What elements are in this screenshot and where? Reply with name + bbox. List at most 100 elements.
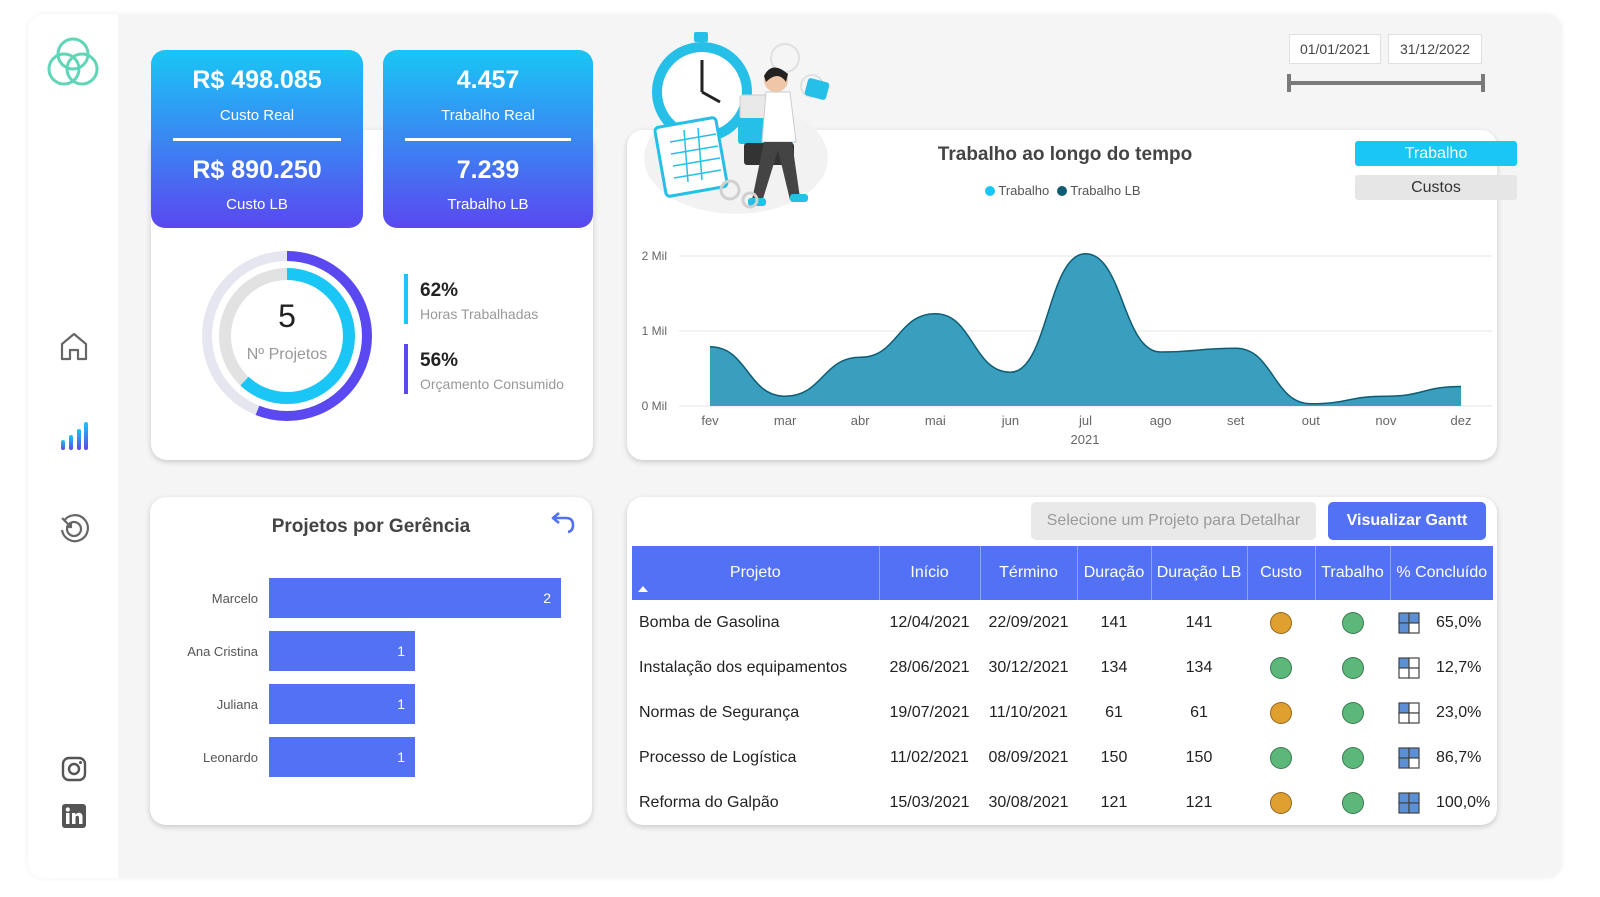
stat-label: Orçamento Consumido [420, 376, 564, 392]
bar-value-label: 2 [543, 590, 551, 606]
progress-cell [1398, 656, 1410, 669]
cell-duracao: 61 [1105, 703, 1123, 721]
col-duracao[interactable]: Duração [1077, 546, 1152, 600]
legend-label: Trabalho LB [1070, 183, 1141, 198]
cell-concluido: 23,0% [1390, 690, 1493, 735]
col-duracao-lb[interactable]: Duração LB [1151, 546, 1248, 600]
y-tick-label: 2 Mil [642, 249, 667, 263]
table-row[interactable]: Reforma do Galpão 15/03/2021 30/08/2021 121… [632, 780, 1493, 825]
cell-trabalho [1315, 735, 1390, 780]
trabalho-status-icon [1341, 746, 1364, 769]
col-concluido[interactable]: % Concluído [1390, 546, 1493, 600]
table-header-row: Projeto Início Término Duração Duração L… [632, 546, 1493, 600]
progress-cell [1408, 656, 1420, 669]
col-custo[interactable]: Custo [1247, 546, 1316, 600]
bar [269, 578, 561, 618]
progress-grid-icon [1398, 656, 1420, 679]
cell-inicio: 12/04/2021 [889, 613, 970, 631]
manager-bar-chart: Marcelo 2 Ana Cristina 1 Juliana 1 Leonardo 1 [187, 578, 561, 777]
slider-end-handle [1481, 74, 1485, 92]
table-row[interactable]: Instalação dos equipamentos 28/06/2021 30/… [632, 645, 1493, 690]
cell-trabalho [1315, 600, 1390, 645]
gantt-button[interactable]: Visualizar Gantt [1328, 502, 1486, 540]
time-chart-legend: Trabalho Trabalho LB [985, 183, 1141, 198]
col-inicio[interactable]: Início [879, 546, 981, 600]
table-row[interactable]: Processo de Logística 11/02/2021 08/09/202… [632, 735, 1493, 780]
cell-projeto: Processo de Logística [639, 748, 797, 766]
cell-termino: 08/09/2021 [988, 748, 1069, 766]
progress-cell [1398, 666, 1410, 679]
x-tick-label: mar [774, 413, 797, 428]
chart-icon[interactable] [58, 420, 90, 452]
x-tick-label: set [1227, 413, 1245, 428]
cell-duracao-lb: 150 [1185, 748, 1213, 766]
col-trabalho[interactable]: Trabalho [1315, 546, 1391, 600]
projects-donut [202, 251, 372, 421]
project-detail-button[interactable]: Selecione um Projeto para Detalhar [1031, 502, 1316, 540]
logo-icon[interactable] [46, 36, 100, 90]
progress-cell [1398, 801, 1410, 814]
trabalho-kpi-card: 4.457 Trabalho Real 7.239 Trabalho LB [383, 50, 593, 228]
concluido-value: 100,0% [1436, 793, 1491, 811]
custo-real-label: Custo Real [219, 107, 295, 124]
x-tick-label: fev [701, 413, 719, 428]
custo-status-icon [1270, 791, 1292, 814]
time-icon[interactable] [58, 512, 90, 544]
cell-concluido: 86,7% [1390, 735, 1493, 780]
progress-cell [1408, 611, 1420, 624]
progress-cell [1398, 756, 1410, 769]
trabalho-status-icon [1341, 701, 1364, 724]
cell-duracao-lb: 121 [1185, 793, 1213, 811]
custo-lb-value: R$ 890.250 [192, 156, 322, 184]
trabalho-lb-label: Trabalho LB [447, 196, 529, 213]
home-icon[interactable] [58, 330, 90, 362]
trabalho-line [709, 252, 1462, 405]
progress-cell [1398, 711, 1410, 724]
cell-termino: 30/08/2021 [988, 793, 1069, 811]
trabalho-real-value: 4.457 [456, 66, 520, 94]
x-tick-label: abr [851, 413, 870, 428]
toggle-trabalho-button[interactable]: Trabalho [1355, 141, 1517, 166]
trabalho-status-icon [1341, 791, 1364, 814]
manager-chart-title: Projetos por Gerência [271, 516, 471, 537]
custo-status-icon [1270, 746, 1292, 769]
cell-duracao-lb: 61 [1190, 703, 1208, 721]
instagram-icon[interactable] [60, 755, 88, 783]
toggle-custos-button[interactable]: Custos [1355, 175, 1517, 200]
bar-category-label: Juliana [217, 697, 259, 712]
col-termino[interactable]: Término [980, 546, 1078, 600]
x-axis-label: 2021 [1071, 432, 1100, 447]
trabalho-status-icon [1341, 611, 1364, 634]
progress-cell [1408, 801, 1420, 814]
progress-cell [1398, 621, 1410, 634]
bar [269, 684, 415, 724]
cell-termino: 30/12/2021 [988, 658, 1069, 676]
stat-bar [404, 274, 408, 324]
legend-dot [1056, 186, 1067, 196]
cell-inicio: 19/07/2021 [889, 703, 970, 721]
reset-filter-icon[interactable] [550, 507, 578, 535]
kpi-divider [173, 138, 341, 141]
stat-value: 62% [420, 280, 459, 301]
table-row[interactable]: Bomba de Gasolina 12/04/2021 22/09/2021 141… [632, 600, 1493, 645]
concluido-value: 65,0% [1436, 613, 1482, 631]
table-row[interactable]: Normas de Segurança 19/07/2021 11/10/2021 6… [632, 690, 1493, 735]
cell-custo [1247, 600, 1315, 645]
area-chart: 0 Mil 1 Mil 2 Mil fev mar abr mai jun jul ago set o… [642, 249, 1492, 447]
cell-custo [1247, 780, 1315, 825]
col-projeto[interactable]: Projeto [632, 546, 880, 600]
concluido-value: 12,7% [1436, 658, 1482, 676]
progress-cell [1398, 791, 1410, 804]
progress-grid-icon [1398, 746, 1420, 769]
date-range-slider[interactable] [1283, 70, 1489, 96]
custo-status-icon [1270, 701, 1292, 724]
bar-value-label: 1 [397, 643, 405, 659]
donut-outer-arc [202, 251, 372, 421]
date-start-field[interactable]: 01/01/2021 [1289, 34, 1381, 64]
y-tick-label: 0 Mil [642, 399, 667, 413]
cell-termino: 22/09/2021 [988, 613, 1069, 631]
bar [269, 631, 415, 671]
date-end-field[interactable]: 31/12/2022 [1388, 34, 1482, 64]
linkedin-icon[interactable] [60, 802, 88, 830]
cell-inicio: 28/06/2021 [889, 658, 970, 676]
